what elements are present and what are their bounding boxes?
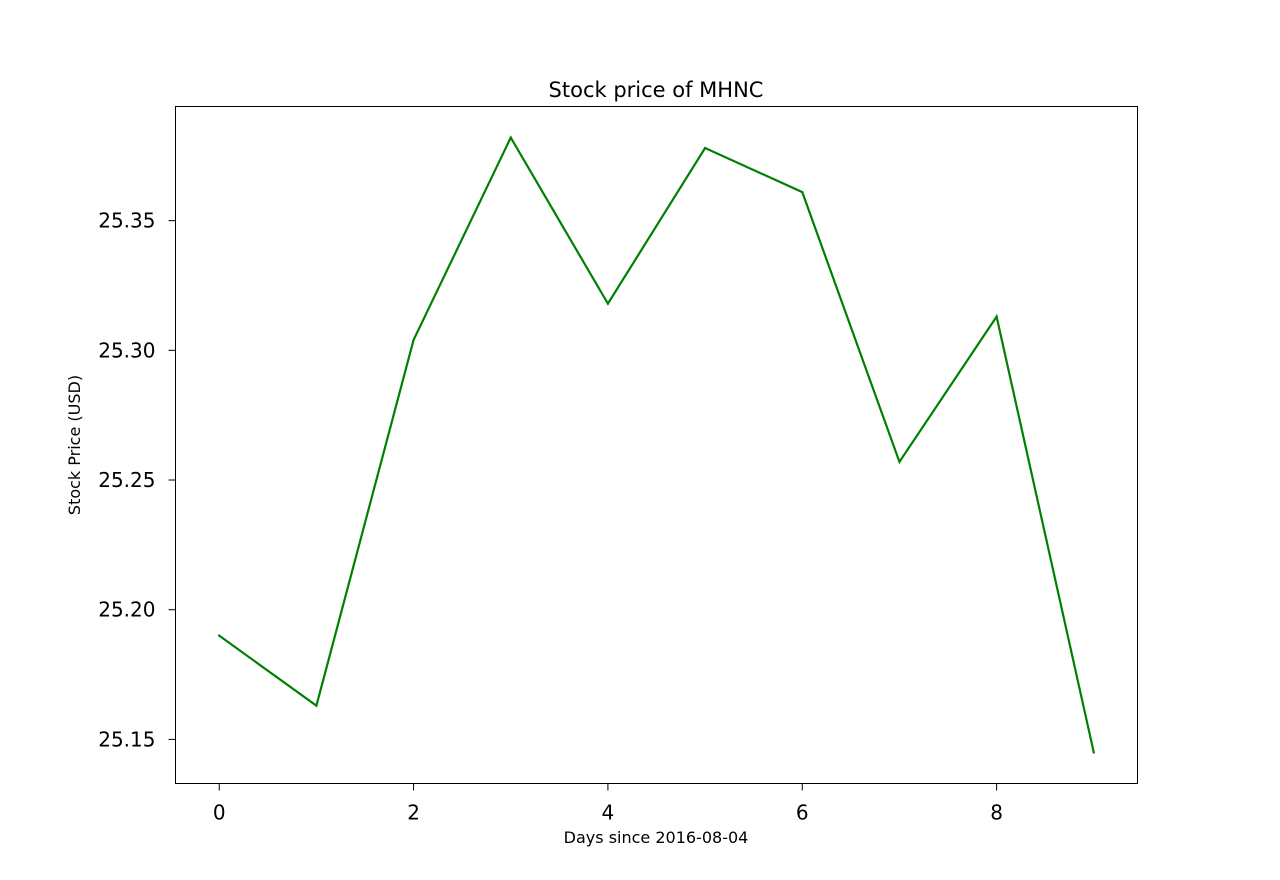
y-tick-label: 25.25	[98, 468, 155, 492]
data-point	[218, 634, 221, 637]
data-point	[606, 302, 610, 305]
data-point	[1092, 751, 1095, 754]
data-point	[412, 338, 415, 342]
data-point	[801, 190, 804, 194]
x-tick-label: 4	[602, 801, 615, 825]
data-point	[509, 136, 512, 139]
y-tick-label: 25.30	[98, 338, 155, 362]
data-point	[315, 704, 318, 707]
plot-frame	[175, 106, 1138, 784]
axis-ticks: 0 2 4 6 8 25.15 25.20 25.25 25.30 25.35	[98, 209, 1003, 825]
x-axis-label: Days since 2016-08-04	[564, 828, 749, 847]
y-tick-label: 25.15	[98, 727, 155, 751]
x-tick-label: 6	[796, 801, 809, 825]
price-line	[217, 135, 1096, 754]
x-tick-label: 0	[213, 801, 226, 825]
x-tick-label: 2	[407, 801, 420, 825]
data-point	[898, 460, 901, 463]
data-point	[703, 146, 707, 150]
data-point	[995, 315, 998, 318]
y-axis-label: Stock Price (USD)	[65, 375, 84, 515]
series-group	[217, 135, 1096, 754]
y-tick-label: 25.20	[98, 598, 155, 622]
y-tick-label: 25.35	[98, 209, 155, 233]
x-tick-label: 8	[990, 801, 1003, 825]
chart-title: Stock price of MHNC	[549, 78, 764, 102]
